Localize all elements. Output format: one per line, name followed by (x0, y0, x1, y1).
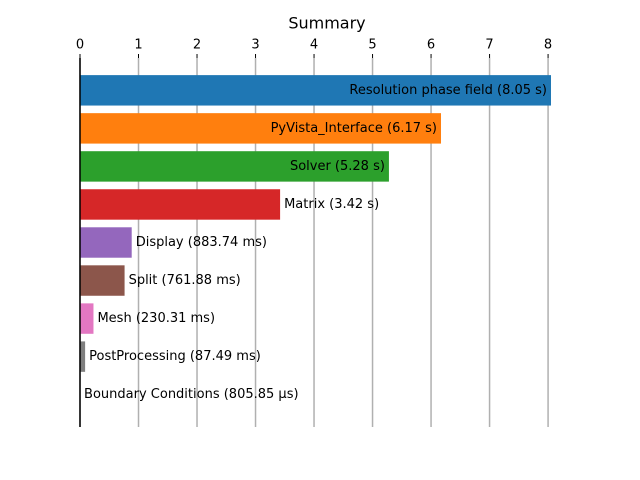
bar-label: Display (883.74 ms) (136, 235, 267, 250)
bar (80, 341, 86, 372)
x-tick-label: 4 (310, 38, 318, 53)
bar-label: Solver (5.28 s) (290, 159, 385, 174)
bar-label: Resolution phase field (8.05 s) (349, 83, 547, 98)
bar-label: Boundary Conditions (805.85 µs) (84, 387, 299, 402)
x-tick-label: 7 (485, 38, 493, 53)
bar (80, 113, 442, 144)
x-tick-label: 6 (427, 38, 435, 53)
bar (80, 151, 389, 182)
bar (80, 303, 94, 334)
bar (80, 189, 281, 220)
bar-label: PyVista_Interface (6.17 s) (271, 121, 437, 136)
bar (80, 265, 125, 296)
bar-label: Split (761.88 ms) (129, 273, 241, 288)
bar-label: Matrix (3.42 s) (284, 197, 379, 212)
x-tick-label: 0 (76, 38, 84, 53)
x-tick-label: 1 (134, 38, 142, 53)
bar-label: PostProcessing (87.49 ms) (89, 349, 261, 364)
bar (80, 75, 551, 106)
bar-label: Mesh (230.31 ms) (97, 311, 215, 326)
x-tick-label: 5 (368, 38, 376, 53)
x-tick-label: 3 (251, 38, 259, 53)
x-tick-label: 8 (544, 38, 552, 53)
chart-title: Summary (288, 14, 365, 33)
x-tick-label: 2 (193, 38, 201, 53)
bar (80, 227, 132, 258)
